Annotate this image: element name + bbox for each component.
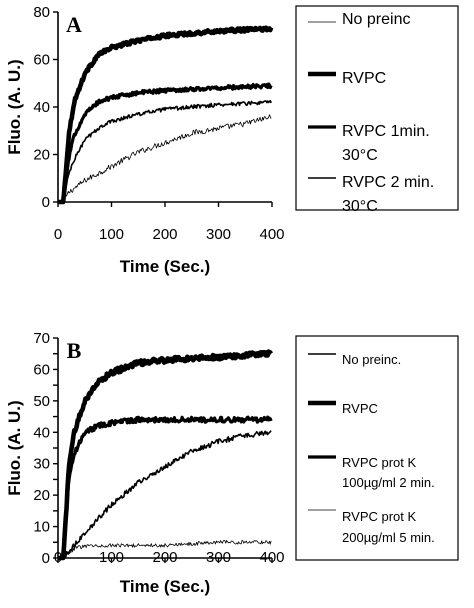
legend-item: RVPC 2 min. 30°C (308, 174, 434, 215)
panel-letter: A (66, 12, 82, 37)
x-axis-label: Time (Sec.) (120, 577, 210, 596)
legend-label-line: 100µg/ml 2 min. (342, 475, 435, 490)
legend-item: No preinc (308, 11, 410, 28)
legend-label-line: RVPC 2 min. (342, 174, 434, 191)
x-tick-label: 300 (206, 226, 231, 243)
legend-label: No preinc. (342, 352, 401, 367)
y-tick-label: 40 (33, 99, 50, 116)
legend-label-line: 30°C (342, 147, 378, 164)
series-line-3 (57, 415, 273, 560)
x-tick-label: 100 (99, 549, 124, 566)
x-tick-label: 200 (152, 549, 177, 566)
y-tick-label: 80 (33, 4, 50, 21)
legend-label: RVPC (342, 70, 386, 87)
legend: No preinc. RVPC RVPC prot K 100µg/ml 2 min.… (295, 335, 459, 561)
y-tick-label: 0 (42, 550, 50, 567)
legend-item: RVPC (308, 70, 386, 87)
legend-box (295, 5, 459, 211)
legend-label-line: RVPC (342, 70, 386, 87)
legend: No preinc RVPC RVPC 1min. 30°C RVPC 2 min. 30… (295, 5, 459, 215)
legend-item: RVPC (308, 400, 378, 416)
chart-panel-b: 0100200300400051015202530354045505560657… (5, 330, 459, 596)
series-line-4 (58, 99, 272, 203)
x-tick-label: 300 (206, 549, 231, 566)
y-axis-label: Fluo. (A. U.) (5, 59, 24, 154)
series-line-1 (58, 114, 272, 203)
legend-item: RVPC prot K 100µg/ml 2 min. (308, 455, 435, 490)
x-tick-label: 100 (99, 226, 124, 243)
legend-item: No preinc. (308, 352, 401, 367)
x-tick-label: 400 (259, 549, 284, 566)
y-tick-label: 60 (33, 361, 50, 378)
y-tick-label: 0 (42, 194, 50, 211)
x-axis-label: Time (Sec.) (120, 257, 210, 276)
legend-box (295, 335, 459, 561)
x-tick-label: 0 (54, 226, 62, 243)
legend-label-line: RVPC prot K (342, 509, 417, 524)
y-tick-label: 50 (33, 393, 50, 410)
x-tick-label: 200 (152, 226, 177, 243)
x-tick-label: 400 (259, 226, 284, 243)
legend-label: RVPC prot K 100µg/ml 2 min. (342, 455, 435, 490)
y-tick-label: 20 (33, 147, 50, 164)
legend-label: RVPC prot K 200µg/ml 5 min. (342, 509, 435, 545)
legend-label-line: No preinc. (342, 352, 401, 367)
panel-letter: B (67, 338, 82, 363)
legend-label-line: RVPC (342, 401, 378, 416)
y-tick-label: 30 (33, 456, 50, 473)
legend-item: RVPC 1min. 30°C (308, 123, 430, 164)
legend-label-line: RVPC 1min. (342, 123, 430, 140)
y-tick-label: 70 (33, 330, 50, 347)
legend-label: No preinc (342, 11, 410, 28)
series-line-3 (57, 82, 273, 204)
series-line-2 (56, 349, 274, 561)
y-tick-label: 20 (33, 487, 50, 504)
legend-label: RVPC 1min. 30°C (342, 123, 430, 164)
chart-panel-a: 0 100 200 300 400 0 20 40 60 80 Time (Sec.) Fluo. (… (5, 4, 459, 276)
series-line-2 (56, 25, 274, 205)
y-tick-label: 40 (33, 424, 50, 441)
legend-item: RVPC prot K 200µg/ml 5 min. (308, 509, 435, 545)
legend-label-line: No preinc (342, 11, 410, 28)
legend-label-line: 30°C (342, 198, 378, 215)
y-tick-label: 10 (33, 519, 50, 536)
legend-label: RVPC (342, 401, 378, 416)
y-axis-label: Fluo. (A. U.) (5, 400, 24, 495)
series-line-4 (58, 540, 272, 559)
legend-label-line: 200µg/ml 5 min. (342, 530, 435, 545)
legend-label: RVPC 2 min. 30°C (342, 174, 434, 215)
y-tick-label: 60 (33, 52, 50, 69)
series-line-1 (58, 430, 272, 559)
legend-label-line: RVPC prot K (342, 455, 417, 470)
